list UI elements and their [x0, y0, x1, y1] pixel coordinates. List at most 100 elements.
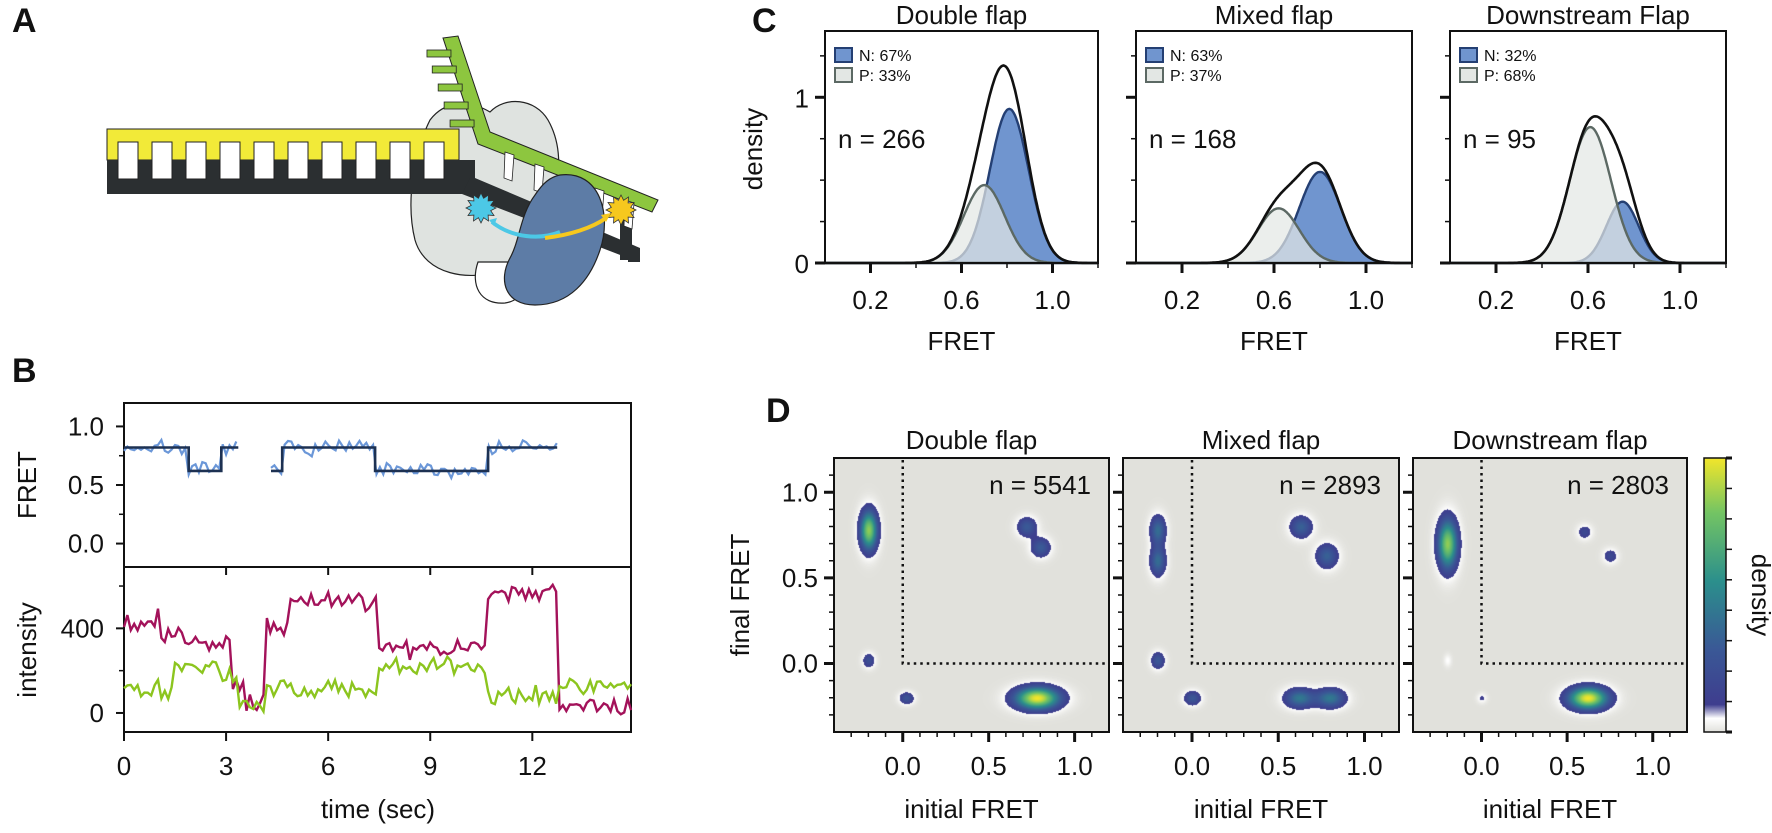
flap-base — [443, 101, 469, 110]
fret-xtick-label: 0.6 — [943, 285, 979, 315]
panel-label-d: D — [766, 392, 791, 430]
fret-ytick-label: 0.5 — [68, 470, 104, 500]
heatmap-xtick-label: 1.0 — [1635, 751, 1671, 781]
fret-xtick-label: 0.6 — [1570, 285, 1606, 315]
fret-ytick-label: 0.0 — [68, 529, 104, 559]
fret-xtick-label: 1.0 — [1034, 285, 1070, 315]
heatmap-ytick-label: 1.0 — [782, 477, 818, 507]
base-pair-gap — [253, 141, 275, 180]
initial-fret-axis-label: initial FRET — [1194, 794, 1328, 824]
legend-label-n: N: 63% — [1170, 48, 1222, 65]
fret-xtick-label: 1.0 — [1662, 285, 1698, 315]
energy-transfer-arrow — [490, 220, 561, 239]
fret-xtick-label: 0.2 — [1478, 285, 1514, 315]
colorbar-label: density — [1746, 554, 1772, 636]
flap-base — [426, 49, 452, 58]
density-axis-label: density — [738, 108, 768, 190]
donor-fluorophore-icon — [465, 192, 497, 224]
initial-fret-axis-label: initial FRET — [1483, 794, 1617, 824]
transition-density-heatmap — [834, 458, 1109, 732]
threshold-dotted-line — [1190, 460, 1397, 665]
density-panel-title: Mixed flap — [1215, 0, 1334, 30]
legend-label-p: P: 33% — [859, 68, 911, 85]
density-panel-title: Downstream Flap — [1486, 0, 1690, 30]
time-xtick-label: 9 — [423, 751, 437, 781]
heatmap-xtick-label: 0.5 — [1260, 751, 1296, 781]
heatmap-xtick-label: 0.0 — [1463, 751, 1499, 781]
panel-label-b: B — [12, 352, 37, 390]
legend-swatch-n — [1459, 47, 1478, 63]
legend-swatch-p — [1459, 67, 1478, 83]
energy-transfer-arrow — [544, 216, 608, 240]
base-pair-gap — [185, 141, 207, 180]
flap-base-gap — [503, 151, 515, 182]
density-colorbar — [1703, 457, 1727, 733]
legend-label-p: P: 37% — [1170, 68, 1222, 85]
time-xtick-label: 3 — [219, 751, 233, 781]
fret-step-fit — [124, 446, 558, 473]
panel-label-a: A — [12, 2, 37, 40]
flap-base — [431, 65, 457, 74]
legend-label-n: N: 67% — [859, 48, 911, 65]
n-count-label: n = 5541 — [989, 470, 1091, 500]
transition-density-heatmap — [1413, 458, 1687, 732]
p-state-density — [1136, 207, 1412, 265]
base-pair-gap — [423, 141, 445, 180]
time-xtick-label: 12 — [518, 751, 547, 781]
density-ytick-label: 1 — [795, 83, 809, 113]
legend-swatch-p — [1145, 67, 1164, 83]
fret-xtick-label: 1.0 — [1348, 285, 1384, 315]
fret-ytick-label: 1.0 — [68, 411, 104, 441]
n-count-label: n = 2803 — [1567, 470, 1669, 500]
flap-base — [449, 119, 475, 128]
density-ytick-label: 0 — [795, 249, 809, 279]
threshold-dotted-line — [1480, 460, 1685, 665]
acceptor-intensity-trace — [122, 582, 633, 716]
heatmap-ytick-label: 0.0 — [782, 649, 818, 679]
heatmap-panel-title: Downstream flap — [1452, 425, 1647, 455]
time-xtick-label: 0 — [117, 751, 131, 781]
heatmap-xtick-label: 0.0 — [885, 751, 921, 781]
fret-axis-label: FRET — [928, 326, 996, 356]
fret-axis-label: FRET — [12, 451, 42, 519]
time-axis-label: time (sec) — [321, 794, 435, 824]
fret-xtick-label: 0.2 — [1164, 285, 1200, 315]
fret-xtick-label: 0.2 — [852, 285, 888, 315]
donor-intensity-trace — [123, 654, 632, 716]
base-pair-gap — [321, 141, 343, 180]
heatmap-ytick-label: 0.5 — [782, 563, 818, 593]
dna-flap-schematic — [106, 35, 659, 306]
legend-swatch-n — [834, 47, 853, 63]
base-pair-gap — [219, 141, 241, 180]
base-pair-gap — [355, 141, 377, 180]
base-pair-gap — [287, 141, 309, 180]
n-count-label: n = 95 — [1463, 124, 1536, 154]
final-fret-axis-label: final FRET — [725, 533, 755, 656]
n-count-label: n = 168 — [1149, 124, 1236, 154]
n-count-label: n = 2893 — [1279, 470, 1381, 500]
heatmap-xtick-label: 1.0 — [1057, 751, 1093, 781]
heatmap-xtick-label: 0.5 — [1549, 751, 1585, 781]
base-pair-gap — [151, 141, 173, 180]
fret-axis-label: FRET — [1554, 326, 1622, 356]
legend-label-p: P: 68% — [1484, 68, 1536, 85]
p-state-density — [825, 183, 1098, 265]
initial-fret-axis-label: initial FRET — [904, 794, 1038, 824]
threshold-dotted-line — [901, 460, 1107, 665]
heatmap-xtick-label: 0.5 — [971, 751, 1007, 781]
plots: 0.0 0.5 1.0 FRET 0 400 intensity 0 3 6 9 12 time (se… — [12, 0, 1772, 824]
time-xtick-label: 6 — [321, 751, 335, 781]
fret-axis-label: FRET — [1240, 326, 1308, 356]
heatmap-xtick-label: 1.0 — [1346, 751, 1382, 781]
arrow-head-yellow — [601, 213, 611, 222]
flap-base — [437, 83, 463, 92]
transition-density-heatmap — [1123, 458, 1399, 732]
fret-raw-trace — [123, 437, 238, 479]
green-flap-strand — [442, 35, 659, 213]
intensity-axis-label: intensity — [12, 602, 42, 697]
heatmap-panel-title: Mixed flap — [1202, 425, 1321, 455]
base-pair-gap — [389, 141, 411, 180]
legend-label-n: N: 32% — [1484, 48, 1536, 65]
fret-raw-trace — [270, 438, 558, 481]
